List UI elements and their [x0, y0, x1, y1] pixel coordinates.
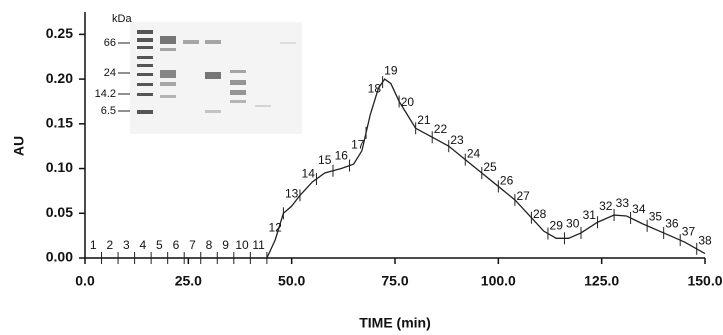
- x-tick-label: 50.0: [278, 273, 305, 289]
- fraction-label: 18: [368, 82, 382, 96]
- fraction-label: 22: [434, 122, 448, 136]
- x-tick-label: 75.0: [381, 273, 408, 289]
- x-axis-label: TIME (min): [359, 315, 431, 331]
- fraction-label: 20: [401, 95, 415, 109]
- gel-bands: [137, 30, 296, 114]
- fraction-label: 26: [500, 173, 514, 187]
- y-tick-label: 0.15: [46, 115, 73, 131]
- fraction-label: 8: [206, 238, 213, 252]
- x-tick-label: 100.0: [481, 273, 516, 289]
- fraction-label: 25: [483, 160, 497, 174]
- gel-marker: 66: [104, 37, 116, 49]
- y-tick-label: 0.10: [46, 159, 73, 175]
- fraction-label: 5: [156, 238, 163, 252]
- gel-marker-lines: [118, 42, 130, 112]
- fraction-label: 31: [583, 208, 597, 222]
- fraction-label: 9: [222, 238, 229, 252]
- fraction-label: 19: [384, 64, 398, 78]
- fraction-label: 38: [698, 234, 712, 248]
- gel-unit: kDa: [112, 13, 132, 25]
- fraction-label: 23: [450, 133, 464, 147]
- gel-marker: 6.5: [101, 105, 116, 117]
- y-tick-label: 0.20: [46, 70, 73, 86]
- fraction-label: 24: [467, 146, 481, 160]
- fraction-label: 11: [252, 238, 265, 252]
- fraction-label: 17: [351, 138, 365, 152]
- y-tick-label: 0.05: [46, 204, 73, 220]
- fraction-label: 33: [616, 196, 630, 210]
- fraction-label: 10: [235, 238, 249, 252]
- fraction-label: 21: [417, 113, 431, 127]
- line: [85, 78, 706, 259]
- fraction-label: 14: [302, 167, 316, 181]
- x-tick-label: 150.0: [687, 273, 722, 289]
- fraction-label: 34: [632, 202, 646, 216]
- fraction-label: 6: [173, 238, 180, 252]
- fraction-label: 4: [140, 238, 147, 252]
- fraction-label: 35: [649, 210, 663, 224]
- fraction-label: 12: [268, 220, 282, 234]
- fraction-label: 7: [189, 238, 196, 252]
- fraction-label: 1: [90, 238, 97, 252]
- y-tick-label: 0.00: [46, 249, 73, 265]
- fraction-label: 36: [665, 217, 679, 231]
- gel-marker: 14.2: [95, 88, 116, 100]
- fraction-label: 28: [533, 207, 547, 221]
- fraction-label: 13: [285, 186, 299, 200]
- fraction-label: 15: [318, 153, 332, 167]
- x-tick-label: 25.0: [175, 273, 202, 289]
- fraction-label: 2: [106, 238, 113, 252]
- gel-marker: 24: [104, 67, 116, 79]
- y-tick-label: 0.25: [46, 25, 73, 41]
- fraction-label: 16: [335, 149, 349, 163]
- y-axis-label: AU: [11, 136, 27, 156]
- fraction-label: 32: [599, 199, 613, 213]
- x-tick-label: 125.0: [584, 273, 619, 289]
- fraction-label: 27: [516, 189, 530, 203]
- fraction-label: 37: [682, 224, 696, 238]
- fraction-label: 3: [123, 238, 130, 252]
- fraction-label: 29: [550, 218, 564, 232]
- x-tick-label: 0.0: [75, 273, 95, 289]
- gel-inset: [130, 22, 302, 134]
- fraction-label: 30: [566, 217, 580, 231]
